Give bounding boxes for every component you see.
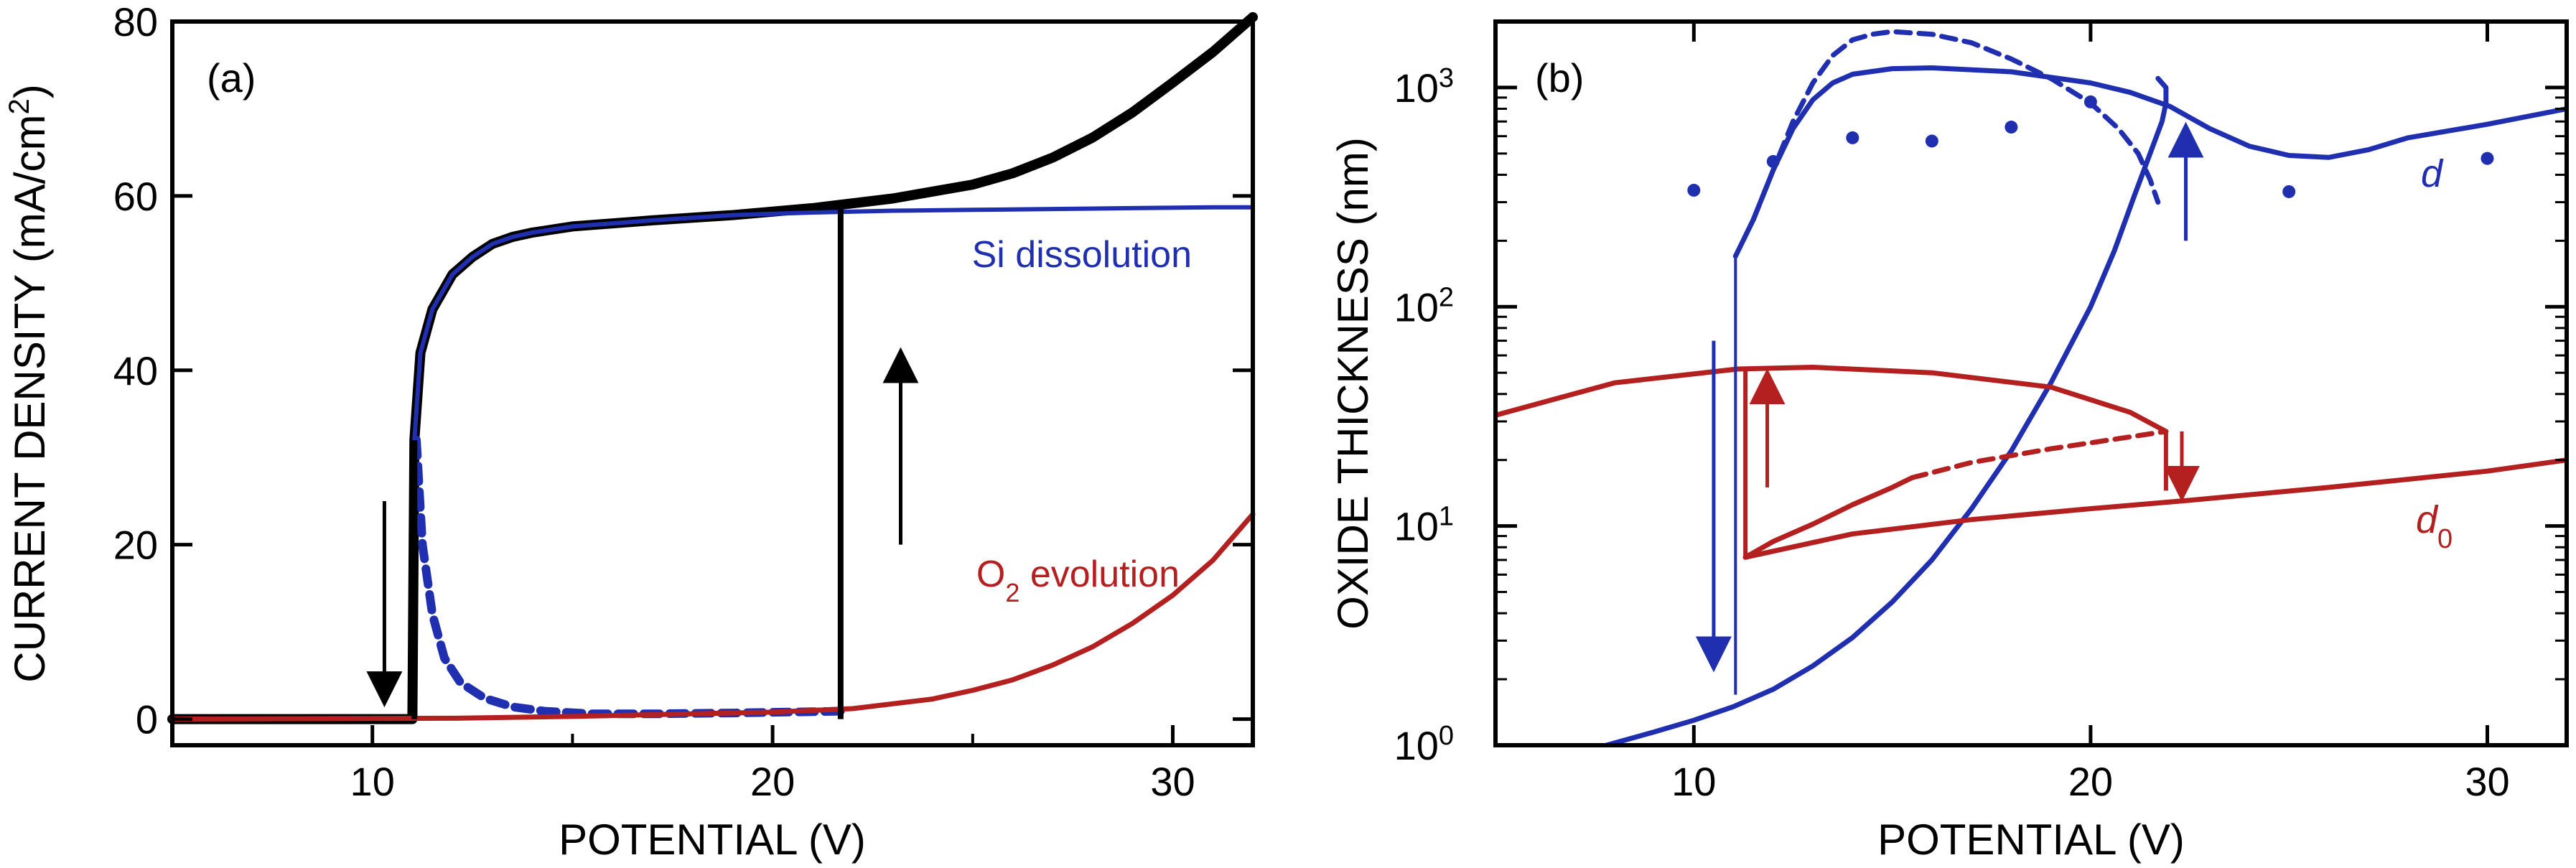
panel-a-ylabel-sup: 2 xyxy=(4,98,35,114)
series-si-dissolution xyxy=(412,205,1255,442)
b-y-tick-exp: 3 xyxy=(1439,63,1454,93)
data-point-4 xyxy=(2005,121,2018,134)
panel-a-ticks: 10 20 30 0 20 40 60 80 xyxy=(113,0,1253,804)
data-point-2 xyxy=(1846,131,1859,144)
series-d-reverse xyxy=(1604,75,2169,745)
panel-b-label: (b) xyxy=(1535,55,1584,101)
annotation-o2-evolution: O2 evolution xyxy=(976,554,1180,607)
data-point-1 xyxy=(1766,154,1780,168)
b-y-tick-exp: 2 xyxy=(1439,282,1454,312)
y-tick-label-0: 0 xyxy=(136,697,158,742)
b-y-tick-exp: 0 xyxy=(1439,721,1454,751)
annotation-o2-rest: evolution xyxy=(1019,554,1180,595)
series-total-current xyxy=(167,11,1258,724)
panel-a-ylabel-close: ) xyxy=(6,84,54,98)
annotation-d0-main: d xyxy=(2416,498,2439,541)
panel-b-ylabel: OXIDE THICKNESS (nm) xyxy=(1329,137,1377,630)
series-d xyxy=(1732,65,2567,259)
y-tick-label-80: 80 xyxy=(113,0,158,45)
b-y-tick-label-1e0: 100 xyxy=(1394,721,1454,768)
panel-b-xlabel: POTENTIAL (V) xyxy=(1877,816,2185,864)
data-point-7 xyxy=(2481,151,2494,165)
b-y-tick-base: 10 xyxy=(1394,504,1439,549)
b-y-tick-label-1e3: 103 xyxy=(1394,63,1454,111)
annotation-d0-sub: 0 xyxy=(2437,524,2453,554)
panel-a-plot-area xyxy=(167,11,1258,724)
panel-b-frame xyxy=(1493,19,2569,747)
b-y-tick-label-1e2: 102 xyxy=(1394,282,1454,330)
panel-b-curves xyxy=(1495,29,2567,745)
data-point-5 xyxy=(2083,95,2097,108)
series-d-dashed xyxy=(1750,29,2161,223)
b-x-tick-label-20: 20 xyxy=(2068,759,2113,804)
data-point-3 xyxy=(1925,134,1938,148)
b-y-tick-exp: 1 xyxy=(1439,502,1454,532)
series-d0-reverse xyxy=(1742,457,2567,560)
annotation-d: d xyxy=(2421,152,2444,195)
panel-a-ylabel: CURRENT DENSITY (mA/cm2) xyxy=(4,84,54,682)
b-y-tick-label-1e1: 101 xyxy=(1394,502,1454,549)
annotation-o2-sub: 2 xyxy=(1005,578,1019,607)
b-y-tick-base: 10 xyxy=(1394,723,1439,768)
b-y-tick-base: 10 xyxy=(1394,284,1439,330)
y-tick-label-20: 20 xyxy=(113,523,158,568)
panel-a-ylabel-main: CURRENT DENSITY (mA/cm xyxy=(6,115,54,683)
y-tick-label-60: 60 xyxy=(113,174,158,219)
b-x-tick-label-30: 30 xyxy=(2465,759,2509,804)
series-d0-branch xyxy=(1742,475,1915,560)
series-d0 xyxy=(1495,365,2169,434)
data-point-6 xyxy=(2282,185,2296,198)
panel-a-xlabel: POTENTIAL (V) xyxy=(559,816,866,864)
panel-a-label: (a) xyxy=(207,55,256,101)
series-si-dissolution-reverse xyxy=(412,435,845,719)
panel-a: 10 20 30 0 20 40 60 80 (a) POTENTIAL (V) CURREN… xyxy=(4,0,1258,864)
panel-b-plot-area xyxy=(1495,29,2567,745)
b-y-tick-base: 10 xyxy=(1394,65,1439,111)
annotation-si-dissolution: Si dissolution xyxy=(972,234,1192,276)
annotation-o2-main: O xyxy=(976,554,1005,595)
series-o2-evolution xyxy=(169,511,1256,722)
panel-a-frame xyxy=(170,19,1255,747)
data-point-0 xyxy=(1687,183,1701,197)
b-x-tick-label-10: 10 xyxy=(1671,759,1716,804)
x-tick-label-10: 10 xyxy=(350,759,395,804)
x-tick-label-20: 20 xyxy=(750,759,795,804)
x-tick-label-30: 30 xyxy=(1150,759,1195,804)
series-d0-dashed xyxy=(1909,429,2169,480)
annotation-d0: d0 xyxy=(2416,498,2453,554)
y-tick-label-40: 40 xyxy=(113,348,158,393)
